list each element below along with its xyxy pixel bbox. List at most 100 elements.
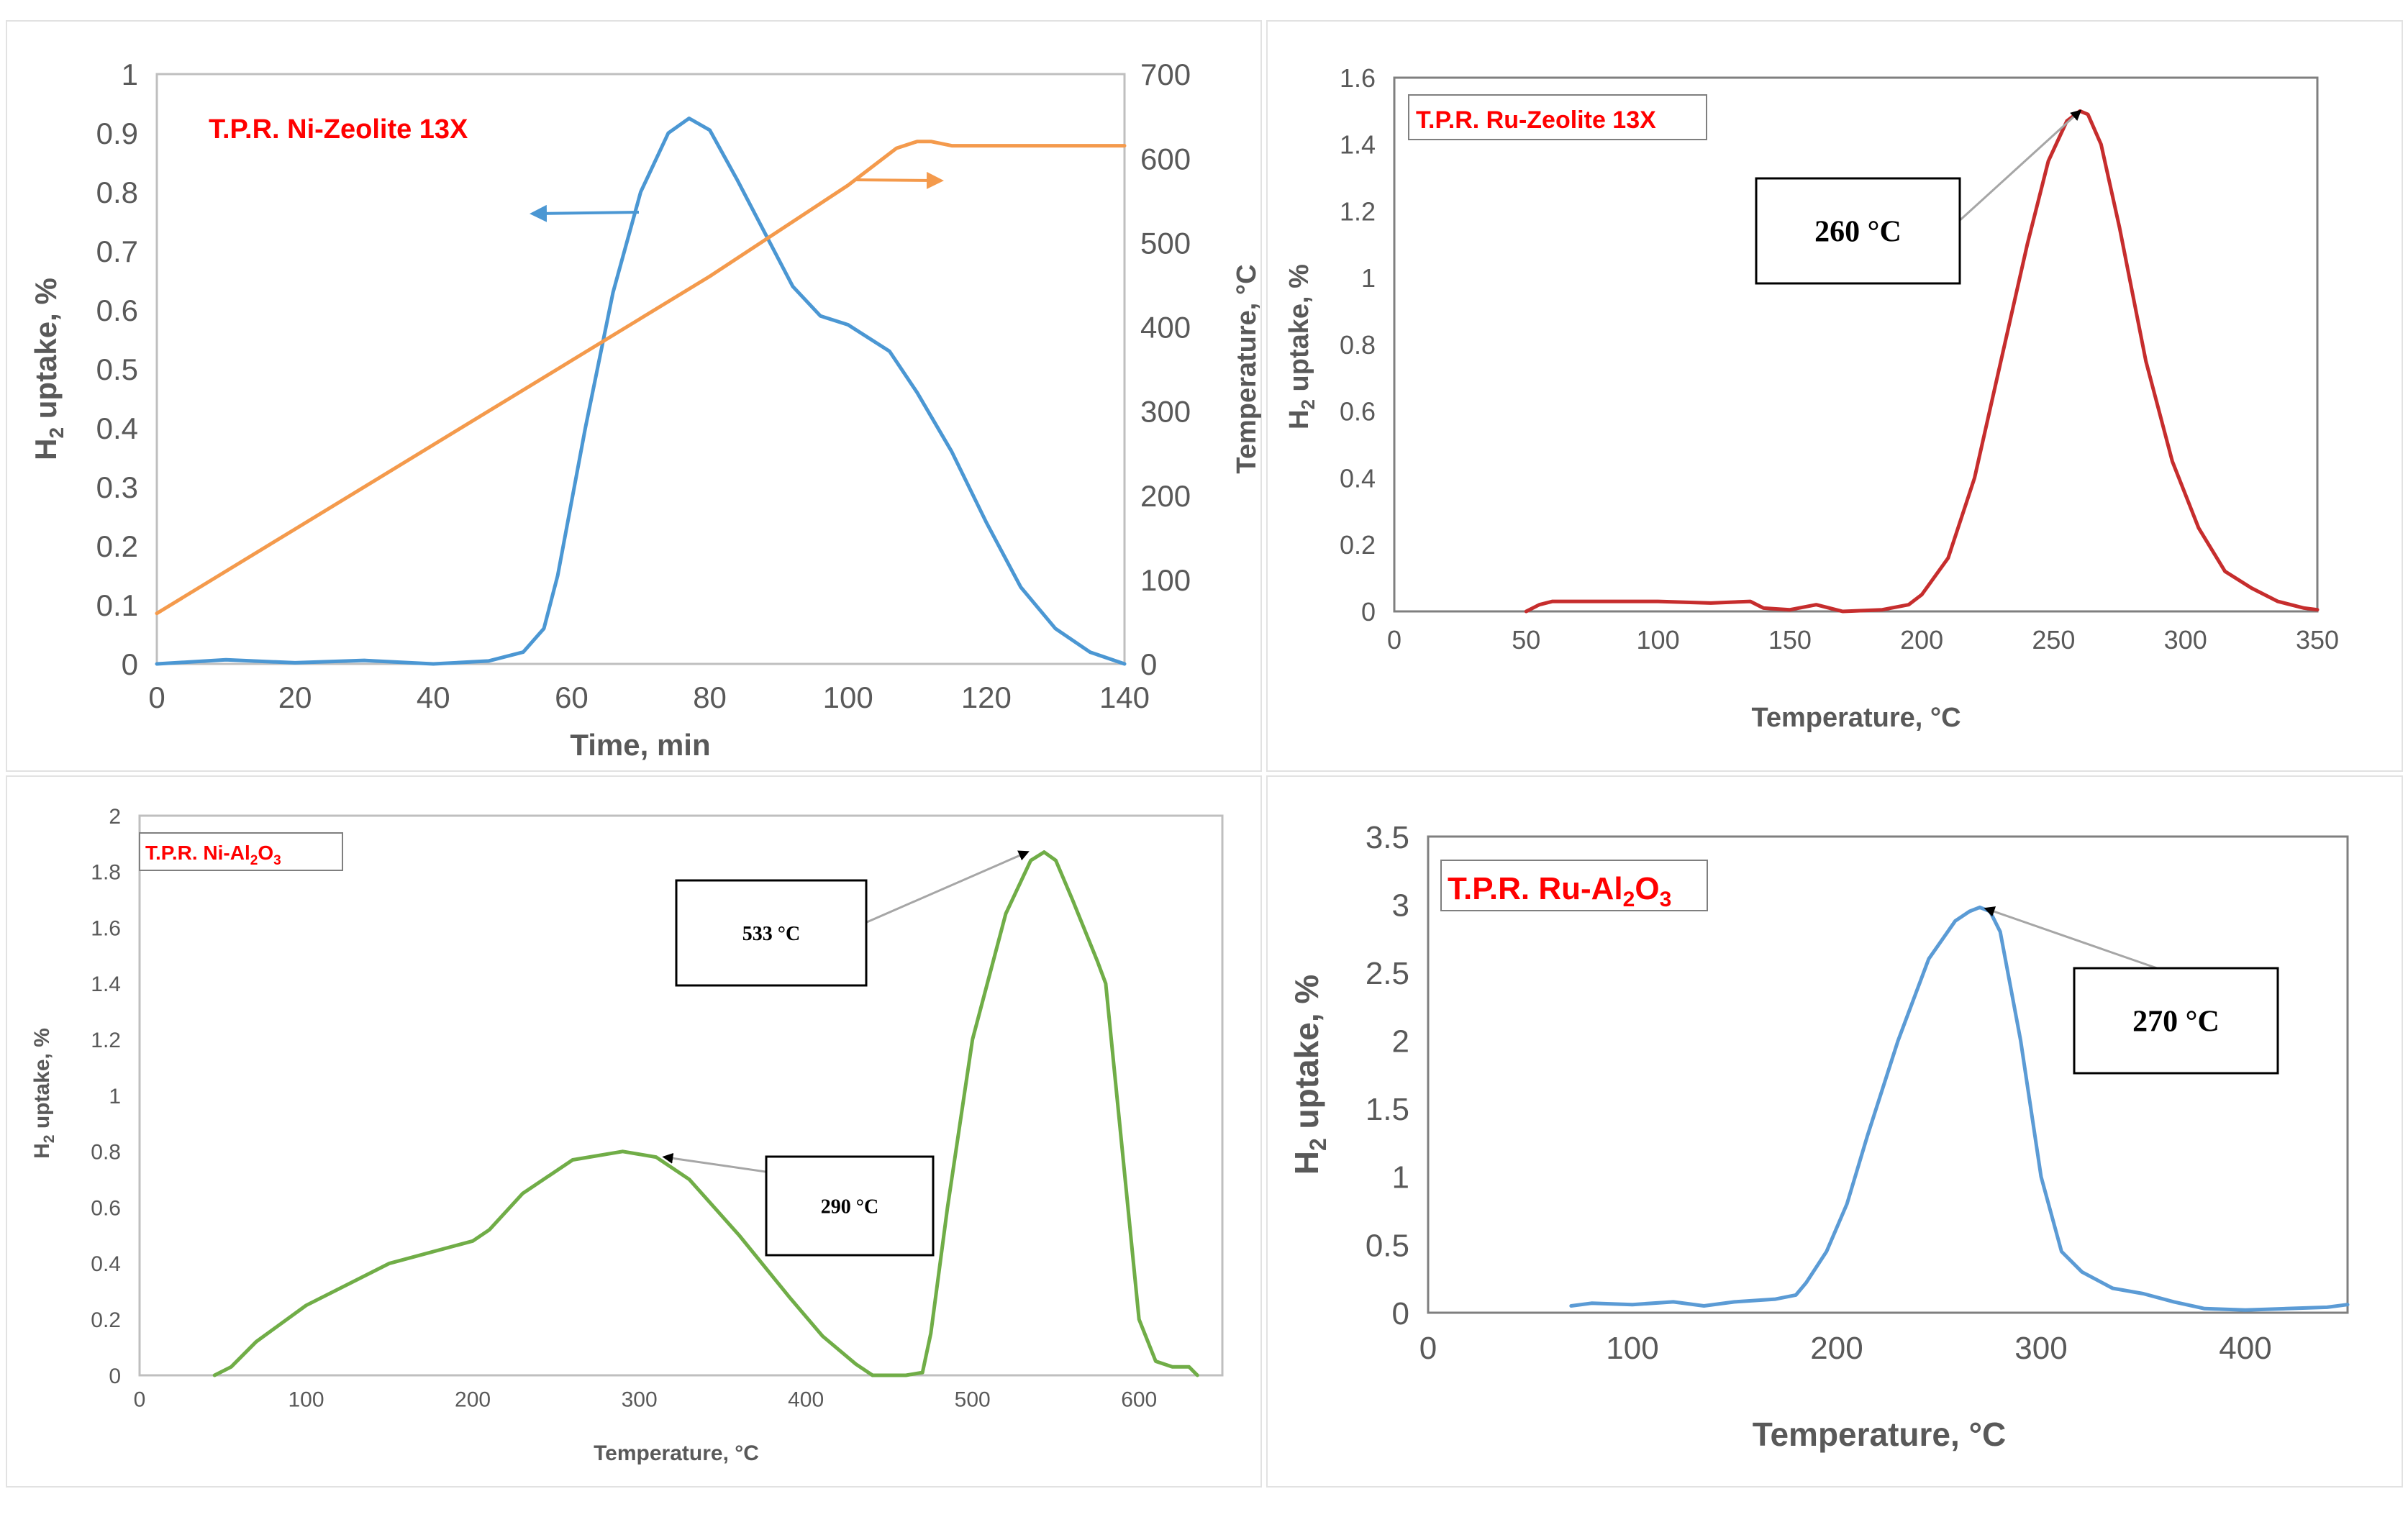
x-tick-label: 120 <box>961 680 1012 714</box>
plot-area <box>155 73 1126 665</box>
y-tick-label: 0.6 <box>91 1196 121 1220</box>
y-tick-label: 1 <box>1392 1160 1409 1195</box>
chart-ni-al2o3: 0 0.2 0.4 0.6 0.8 1 1.2 1.4 1.6 1.8 2 0 100 200 300 40… <box>30 805 1224 1465</box>
plot-area <box>138 814 1224 1377</box>
y2-tick-label: 600 <box>1140 142 1191 176</box>
x-tick-label: 100 <box>1606 1331 1658 1366</box>
y2-tick-label: 300 <box>1140 395 1191 429</box>
y-tick-label: 2 <box>109 805 121 829</box>
panel-ru-zeolite <box>1266 20 2403 772</box>
y-tick-label: 0.2 <box>1340 530 1376 560</box>
x-tick-label: 300 <box>2014 1331 2067 1366</box>
y2-axis-label: Temperature, °C <box>1232 264 1262 473</box>
y-tick-label: 0 <box>1361 597 1376 627</box>
panel-ni-al2o3 <box>6 775 1262 1488</box>
y-tick-label: 0.4 <box>91 1252 121 1276</box>
series-line-h2-uptake <box>155 117 1127 666</box>
y2-tick-label: 700 <box>1140 58 1191 91</box>
x-axis-label: Time, min <box>570 728 710 762</box>
annotation-box <box>1755 177 1961 285</box>
x-tick-label: 200 <box>1810 1331 1863 1366</box>
y-tick-labels: 0 0.1 0.2 0.3 0.4 0.5 0.6 0.7 0.8 0.9 1 <box>96 58 138 681</box>
y-tick-label: 1.4 <box>1340 130 1376 160</box>
y-tick-label: 0.4 <box>1340 463 1376 493</box>
y-tick-labels: 0 0.2 0.4 0.6 0.8 1 1.2 1.4 1.6 1.8 2 <box>91 805 121 1388</box>
y-tick-label: 1.6 <box>1340 63 1376 93</box>
y-tick-label: 3 <box>1392 888 1409 923</box>
y-tick-label: 0.6 <box>1340 397 1376 427</box>
temperature-axis-arrow <box>854 171 944 189</box>
x-tick-label: 100 <box>823 680 873 714</box>
series-line-h2-uptake <box>212 850 1199 1377</box>
plot-area <box>1393 76 2319 613</box>
y-tick-label: 3.5 <box>1366 820 1409 855</box>
y-tick-label: 0.3 <box>96 470 138 504</box>
y-tick-label: 1 <box>122 58 138 91</box>
y-tick-label: 0 <box>1392 1296 1409 1331</box>
y-tick-label: 0.7 <box>96 234 138 268</box>
y-tick-label: 1.2 <box>91 1029 121 1052</box>
x-tick-label: 20 <box>278 680 312 714</box>
chart-ru-zeolite: 0 0.2 0.4 0.6 0.8 1 1.2 1.4 1.6 0 50 100 150 200 250 3… <box>1284 63 2339 733</box>
x-tick-label: 600 <box>1121 1388 1157 1412</box>
y2-tick-labels: 0 100 200 300 400 500 600 700 <box>1140 58 1191 681</box>
y-tick-label: 1.2 <box>1340 196 1376 226</box>
x-tick-label: 200 <box>455 1388 491 1412</box>
y2-tick-label: 100 <box>1140 563 1191 597</box>
y-tick-label: 0 <box>122 647 138 681</box>
y-tick-labels: 0 0.5 1 1.5 2 2.5 3 3.5 <box>1366 820 1409 1331</box>
x-tick-label: 0 <box>148 680 165 714</box>
chart-title: T.P.R. Ru-Al2O3 <box>1448 871 1671 911</box>
plot-area <box>1427 835 2349 1314</box>
y-axis-label: H2 uptake, % <box>30 1028 58 1159</box>
annotation-label: 533 °C <box>742 923 800 945</box>
x-tick-label: 60 <box>555 680 589 714</box>
x-tick-label: 200 <box>1900 625 1943 655</box>
y-tick-label: 0.8 <box>1340 330 1376 360</box>
x-tick-label: 300 <box>2164 625 2207 655</box>
x-tick-label: 140 <box>1099 680 1150 714</box>
annotation-label: 260 °C <box>1814 216 1902 249</box>
x-tick-label: 0 <box>134 1388 146 1412</box>
x-tick-label: 300 <box>622 1388 658 1412</box>
uptake-axis-arrow <box>530 204 640 222</box>
annotation-box <box>2073 967 2279 1075</box>
y-tick-label: 1.6 <box>91 916 121 940</box>
chart-title: T.P.R. Ni-Zeolite 13X <box>209 114 468 145</box>
annotation-leader <box>865 850 1030 924</box>
x-tick-label: 400 <box>788 1388 824 1412</box>
y-tick-label: 0.8 <box>91 1141 121 1165</box>
x-tick-label: 0 <box>1387 625 1401 655</box>
x-tick-labels: 0 20 40 60 80 100 120 140 <box>148 680 1150 714</box>
title-box <box>139 832 343 871</box>
y-tick-label: 0.2 <box>96 529 138 563</box>
x-tick-labels: 0 50 100 150 200 250 300 350 <box>1387 625 2339 655</box>
y-tick-label: 2 <box>1392 1024 1409 1060</box>
annotation-box <box>675 879 868 987</box>
x-axis-label: Temperature, °C <box>594 1441 759 1465</box>
chart-ru-al2o3: 0 0.5 1 1.5 2 2.5 3 3.5 0 100 200 300 400 T.P.R. Ru… <box>1288 820 2350 1453</box>
annotation-box <box>765 1155 935 1257</box>
annotation-label: 270 °C <box>2132 1006 2220 1039</box>
x-tick-label: 350 <box>2296 625 2339 655</box>
y2-tick-label: 400 <box>1140 311 1191 345</box>
y2-tick-label: 500 <box>1140 226 1191 260</box>
y-axis-label: H2 uptake, % <box>1288 975 1331 1175</box>
x-tick-labels: 0 100 200 300 400 500 600 <box>134 1388 1158 1412</box>
x-tick-label: 100 <box>288 1388 324 1412</box>
y-tick-label: 0.2 <box>91 1308 121 1332</box>
y-tick-label: 1 <box>109 1085 121 1108</box>
x-tick-label: 500 <box>955 1388 991 1412</box>
x-tick-label: 250 <box>2032 625 2075 655</box>
x-tick-label: 80 <box>693 680 727 714</box>
y-tick-label: 2.5 <box>1366 956 1409 991</box>
y-tick-label: 0.4 <box>96 411 138 445</box>
y-tick-label: 0.6 <box>96 293 138 327</box>
y-axis-label: H2 uptake, % <box>1284 264 1319 429</box>
y-tick-labels: 0 0.2 0.4 0.6 0.8 1 1.2 1.4 1.6 <box>1340 63 1376 627</box>
x-tick-label: 400 <box>2219 1331 2271 1366</box>
chart-ni-zeolite: 00.10.20.30.40.50.60.70.80.91 0100200300… <box>29 58 1262 762</box>
y-tick-label: 1 <box>1361 263 1376 293</box>
annotation-label: 290 °C <box>821 1195 878 1218</box>
y-tick-label: 0.5 <box>1366 1228 1409 1263</box>
